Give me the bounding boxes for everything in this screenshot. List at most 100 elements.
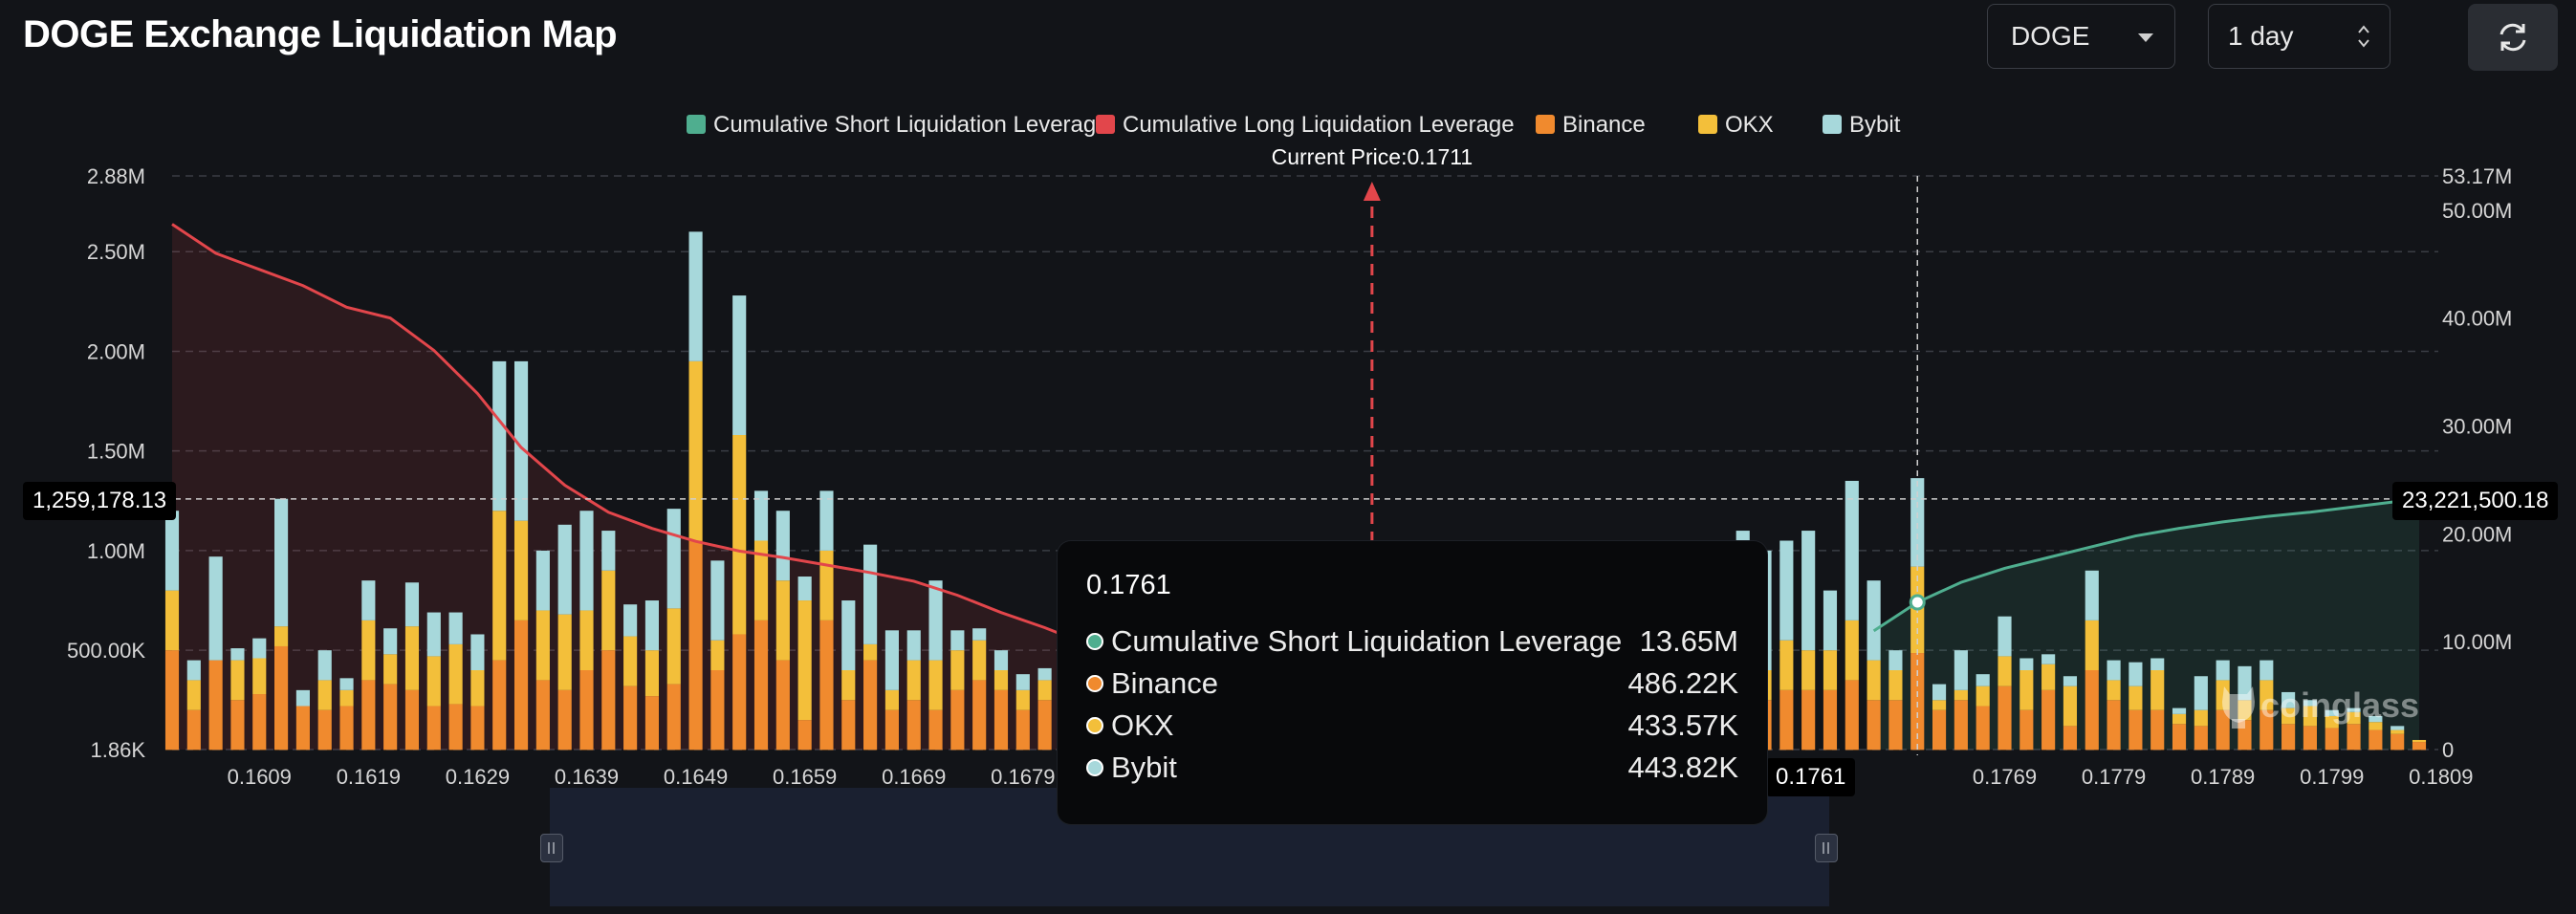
bar-binance — [186, 709, 201, 751]
bar-okx — [2390, 729, 2405, 734]
bar-bybit — [775, 511, 790, 581]
crosshair-x-label: 0.1761 — [1766, 758, 1856, 796]
legend-label: Cumulative Short Liquidation Leverage — [713, 112, 1109, 138]
updown-icon — [2358, 25, 2369, 48]
bar-bybit — [1037, 667, 1052, 681]
bar-binance — [513, 620, 529, 751]
bar-okx — [819, 550, 834, 620]
bar-okx — [623, 636, 638, 686]
bar-binance — [2238, 720, 2252, 751]
bar-binance — [295, 706, 310, 751]
y-right-tick-label: 30.00M — [2442, 414, 2512, 438]
refresh-button[interactable] — [2468, 4, 2558, 71]
bar-binance — [819, 620, 834, 751]
tooltip-row: Bybit 443.82K — [1086, 747, 1738, 789]
bar-binance — [2150, 709, 2165, 751]
bar-binance — [2259, 709, 2274, 751]
crosshair-point — [1909, 594, 1926, 611]
bar-binance — [797, 720, 812, 751]
bar-bybit — [2172, 707, 2187, 714]
bar-bybit — [666, 509, 681, 609]
tooltip-row-label: Cumulative Short Liquidation Leverage — [1111, 624, 1623, 658]
range-select[interactable]: 1 day — [2208, 4, 2390, 69]
bar-binance — [361, 680, 376, 751]
zoom-handle-right[interactable] — [1815, 834, 1838, 862]
watermark-text: coinglass — [2260, 686, 2420, 725]
bar-okx — [2172, 713, 2187, 725]
bar-binance — [2303, 726, 2317, 751]
bar-bybit — [2281, 691, 2296, 708]
bar-bybit — [2347, 707, 2361, 712]
bar-okx — [2063, 686, 2078, 727]
bar-binance — [2107, 700, 2121, 751]
bar-binance — [2194, 726, 2208, 751]
bar-binance — [753, 620, 769, 751]
x-tick-label: 0.1659 — [773, 765, 837, 789]
x-tick-label: 0.1609 — [228, 765, 292, 789]
x-tick-label: 0.1629 — [446, 765, 510, 789]
bar-binance — [426, 706, 441, 751]
bar-binance — [470, 706, 485, 751]
bar-binance — [1037, 700, 1052, 751]
legend-swatch — [1823, 115, 1842, 134]
bar-binance — [623, 686, 638, 751]
bar-binance — [710, 670, 725, 751]
bar-bybit — [2238, 665, 2252, 701]
y-right-tick-label: 10.00M — [2442, 630, 2512, 654]
bar-bybit — [404, 582, 420, 627]
crosshair-y-left-label: 1,259,178.13 — [23, 482, 177, 520]
bar-binance — [2019, 709, 2034, 751]
y-right-tick-label: 0 — [2442, 738, 2454, 762]
bar-okx — [1997, 656, 2012, 686]
x-tick-label: 0.1789 — [2191, 765, 2255, 789]
y-left-tick-label: 2.88M — [87, 164, 145, 188]
bar-bybit — [928, 580, 943, 661]
bar-binance — [950, 689, 965, 751]
series-dot-icon — [1086, 717, 1103, 734]
chevron-down-icon — [2138, 33, 2153, 42]
bar-okx — [2085, 620, 2099, 671]
zoom-handle-left[interactable] — [540, 834, 563, 862]
tooltip-row-value: 13.65M — [1639, 624, 1738, 658]
bar-binance — [230, 700, 245, 751]
bar-bybit — [644, 600, 660, 651]
bar-okx — [1801, 650, 1816, 690]
bar-bybit — [1954, 650, 1968, 690]
bar-okx — [1932, 700, 1947, 710]
bar-okx — [644, 650, 660, 697]
bar-binance — [2347, 724, 2361, 751]
refresh-icon — [2500, 23, 2526, 52]
bar-binance — [775, 660, 790, 751]
symbol-select[interactable]: DOGE — [1987, 4, 2175, 69]
bar-binance — [317, 709, 332, 751]
bar-bybit — [448, 612, 463, 644]
legend-label: Cumulative Long Liquidation Leverage — [1123, 112, 1515, 138]
symbol-select-value: DOGE — [2011, 21, 2090, 51]
bar-okx — [775, 580, 790, 661]
bar-binance — [2063, 726, 2078, 751]
bar-bybit — [1997, 616, 2012, 657]
bar-bybit — [164, 511, 180, 591]
series-dot-icon — [1086, 633, 1103, 650]
bar-okx — [601, 570, 616, 651]
bar-okx — [928, 660, 943, 710]
y-left-tick-label: 1.50M — [87, 440, 145, 464]
bar-bybit — [884, 630, 899, 690]
bar-bybit — [2369, 715, 2383, 723]
bar-okx — [950, 650, 965, 690]
bar-binance — [1823, 689, 1838, 751]
bar-bybit — [535, 550, 550, 611]
bar-bybit — [2194, 676, 2208, 710]
bar-bybit — [2063, 676, 2078, 686]
x-tick-label: 0.1779 — [2082, 765, 2146, 789]
bar-binance — [972, 680, 987, 751]
x-tick-label: 0.1809 — [2409, 765, 2473, 789]
bar-binance — [579, 670, 594, 751]
bar-bybit — [2259, 660, 2274, 681]
bar-bybit — [339, 678, 354, 690]
x-tick-label: 0.1639 — [555, 765, 619, 789]
y-right-tick-label: 53.17M — [2442, 164, 2512, 188]
bar-okx — [492, 511, 507, 661]
tooltip-row-value: 443.82K — [1627, 751, 1739, 784]
